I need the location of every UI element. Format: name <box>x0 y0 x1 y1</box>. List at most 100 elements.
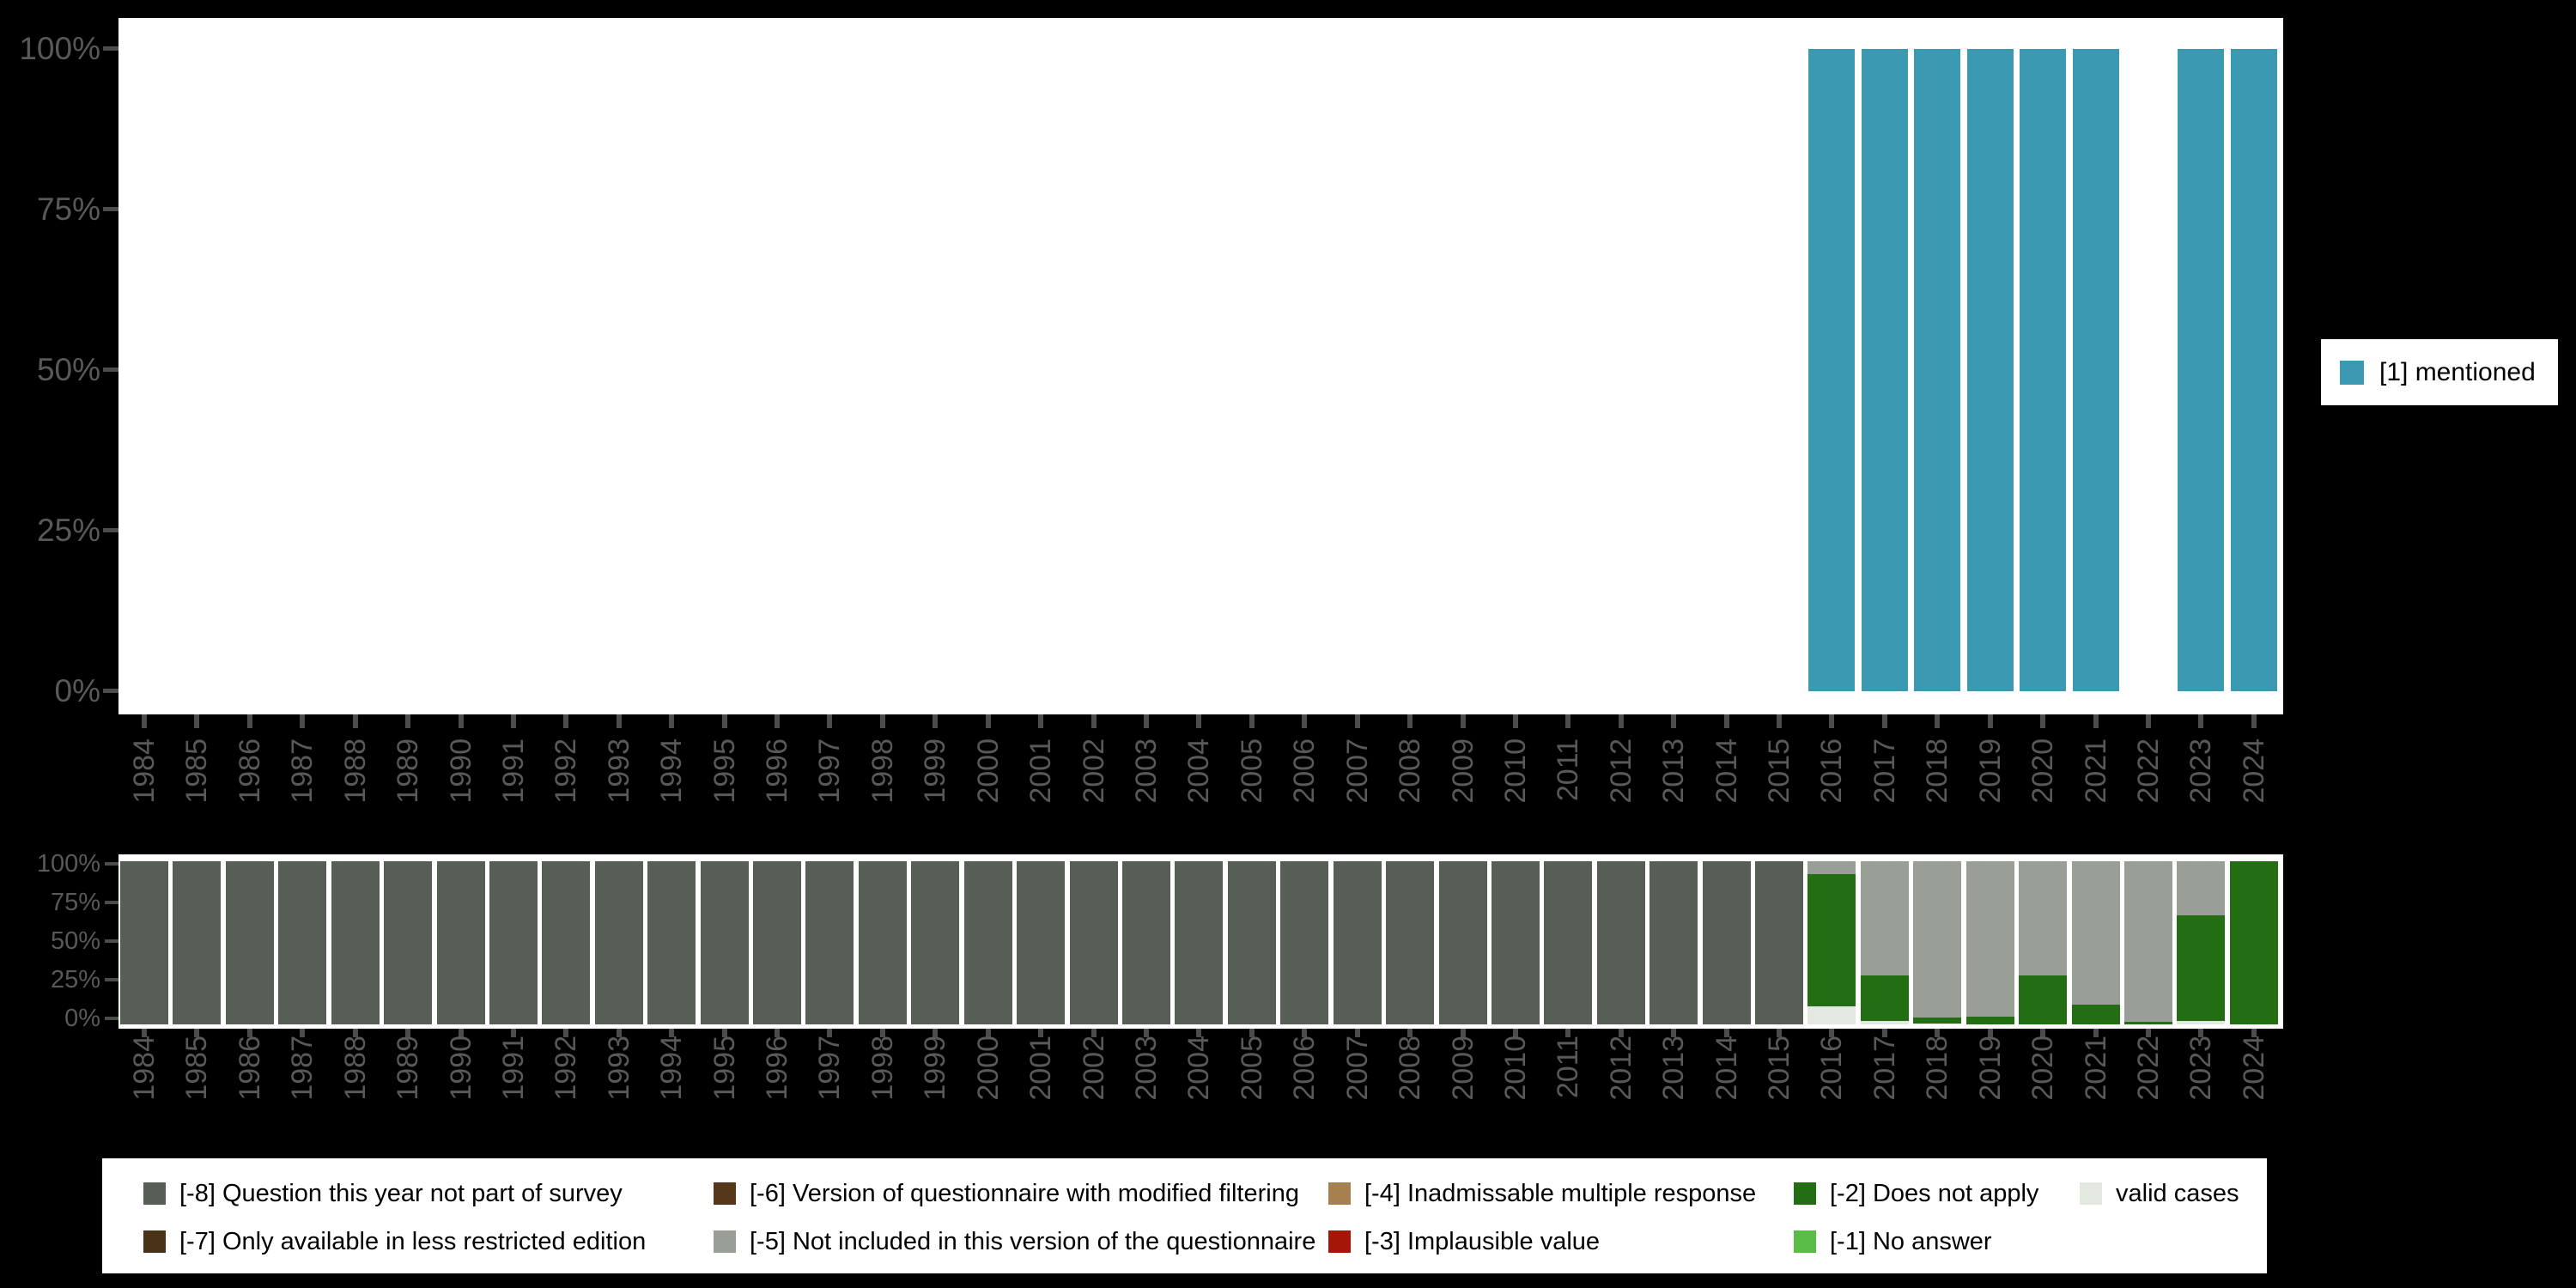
y-axis-label: 50% <box>50 927 100 955</box>
x-axis-tick <box>2093 714 2099 728</box>
bar-segment-2002 <box>1069 861 1118 1024</box>
x-axis-tick <box>616 1029 622 1037</box>
x-axis-tick <box>1407 1029 1413 1037</box>
bar-segment-2001 <box>1017 861 1066 1024</box>
bar-segment-2021 <box>2071 1005 2120 1024</box>
bar-segment-2006 <box>1280 861 1329 1024</box>
y-axis-label: 0% <box>54 673 100 708</box>
x-axis-tick <box>405 1029 411 1037</box>
x-axis-year-label: 1991 <box>496 1036 530 1101</box>
x-axis-year-label: 2010 <box>1498 738 1532 804</box>
x-axis-tick <box>2145 714 2151 728</box>
legend-item: [-4] Inadmissable multiple response <box>1328 1170 1794 1218</box>
x-axis-tick <box>1038 1029 1044 1037</box>
x-axis-tick <box>1935 1029 1941 1037</box>
legend-item: [-1] No answer <box>1794 1218 2080 1266</box>
x-axis-tick <box>721 714 727 728</box>
bar-segment-2021 <box>2071 861 2120 1005</box>
legend-item-label: [-3] Implausible value <box>1364 1227 1601 1255</box>
legend-swatch-icon <box>714 1182 736 1205</box>
x-axis-tick <box>2040 1029 2046 1037</box>
bar-segment-2018 <box>1913 861 1962 1018</box>
legend-swatch-icon <box>1328 1230 1351 1253</box>
x-axis-tick <box>933 1029 939 1037</box>
bar-segment-2008 <box>1386 861 1435 1024</box>
x-axis-year-label: 1997 <box>813 1036 847 1101</box>
x-axis-year-label: 2014 <box>1710 1036 1743 1101</box>
bar-segment-2023 <box>2177 861 2226 915</box>
bar-segment-2007 <box>1333 861 1382 1024</box>
bar-segment-2020 <box>2020 49 2067 691</box>
x-axis-tick <box>1881 714 1887 728</box>
legend-item: [-2] Does not apply <box>1794 1170 2080 1218</box>
x-axis-year-label: 2005 <box>1235 738 1268 804</box>
x-axis-year-label: 2013 <box>1657 738 1691 804</box>
x-axis-year-label: 2017 <box>1868 738 1901 804</box>
x-axis-year-label: 2020 <box>2026 738 2060 804</box>
x-axis-tick <box>1565 1029 1571 1037</box>
bar-segment-1994 <box>647 861 696 1024</box>
bar-segment-2017 <box>1860 861 1909 975</box>
bar-segment-1997 <box>805 861 854 1024</box>
x-axis-year-label: 2020 <box>2026 1036 2060 1101</box>
x-axis-tick <box>827 1029 833 1037</box>
x-axis-tick <box>1618 714 1624 728</box>
x-axis-tick <box>616 714 622 728</box>
x-axis-tick <box>1302 714 1308 728</box>
x-axis-tick <box>1091 1029 1097 1037</box>
x-axis-year-label: 2003 <box>1129 1036 1163 1101</box>
x-axis-year-label: 2007 <box>1340 738 1374 804</box>
x-axis-year-label: 1988 <box>338 1036 372 1101</box>
x-axis-tick <box>1777 714 1783 728</box>
y-axis-tick <box>105 862 118 866</box>
top-plot-area <box>118 18 2283 714</box>
y-axis-label: 100% <box>36 850 100 878</box>
x-axis-tick <box>1354 714 1360 728</box>
x-axis-tick <box>563 1029 569 1037</box>
x-axis-tick <box>142 714 147 728</box>
bar-segment-2022 <box>2123 1022 2172 1024</box>
x-axis-year-label: 1996 <box>761 1036 794 1101</box>
x-axis-tick <box>142 1029 147 1037</box>
x-axis-tick <box>2198 714 2204 728</box>
bar-segment-2004 <box>1175 861 1224 1024</box>
x-axis-tick <box>300 1029 306 1037</box>
x-axis-year-label: 2013 <box>1657 1036 1691 1101</box>
x-axis-tick <box>1565 714 1571 728</box>
x-axis-year-label: 2008 <box>1394 738 1427 804</box>
x-axis-year-label: 1987 <box>286 738 319 804</box>
y-axis-tick <box>105 939 118 943</box>
x-axis-year-label: 1999 <box>919 1036 952 1101</box>
x-axis-year-label: 1994 <box>655 1036 689 1101</box>
bar-segment-2015 <box>1755 861 1804 1024</box>
y-axis-tick <box>105 978 118 981</box>
bar-segment-1989 <box>384 861 433 1024</box>
x-axis-year-label: 1993 <box>602 1036 635 1101</box>
x-axis-year-label: 2021 <box>2079 738 2112 804</box>
legend-item-label: [-1] No answer <box>1830 1227 1992 1255</box>
x-axis-year-label: 2000 <box>971 738 1005 804</box>
y-axis-label: 75% <box>50 889 100 916</box>
x-axis-year-label: 1991 <box>496 738 530 804</box>
legend-swatch-icon <box>1328 1182 1351 1205</box>
x-axis-tick <box>1512 714 1518 728</box>
bar-segment-1996 <box>753 861 802 1024</box>
legend-item: [-3] Implausible value <box>1328 1218 1794 1266</box>
bar-segment-2023 <box>2177 914 2226 1022</box>
x-axis-tick <box>246 1029 252 1037</box>
x-axis-year-label: 2010 <box>1498 1036 1532 1101</box>
x-axis-tick <box>510 1029 516 1037</box>
x-axis-tick <box>2251 714 2257 728</box>
bar-segment-2019 <box>1965 1017 2014 1024</box>
x-axis-year-label: 2000 <box>971 1036 1005 1101</box>
x-axis-tick <box>2145 1029 2151 1037</box>
bar-segment-1984 <box>120 861 168 1024</box>
x-axis-year-label: 1997 <box>813 738 847 804</box>
legend-item: [-7] Only available in less restricted e… <box>143 1218 714 1266</box>
bar-segment-2017 <box>1860 1021 1909 1024</box>
x-axis-year-label: 2001 <box>1024 738 1058 804</box>
bar-segment-2009 <box>1438 861 1487 1024</box>
x-axis-year-label: 2012 <box>1604 1036 1637 1101</box>
x-axis-year-label: 2023 <box>2184 738 2218 804</box>
x-axis-tick <box>1091 714 1097 728</box>
